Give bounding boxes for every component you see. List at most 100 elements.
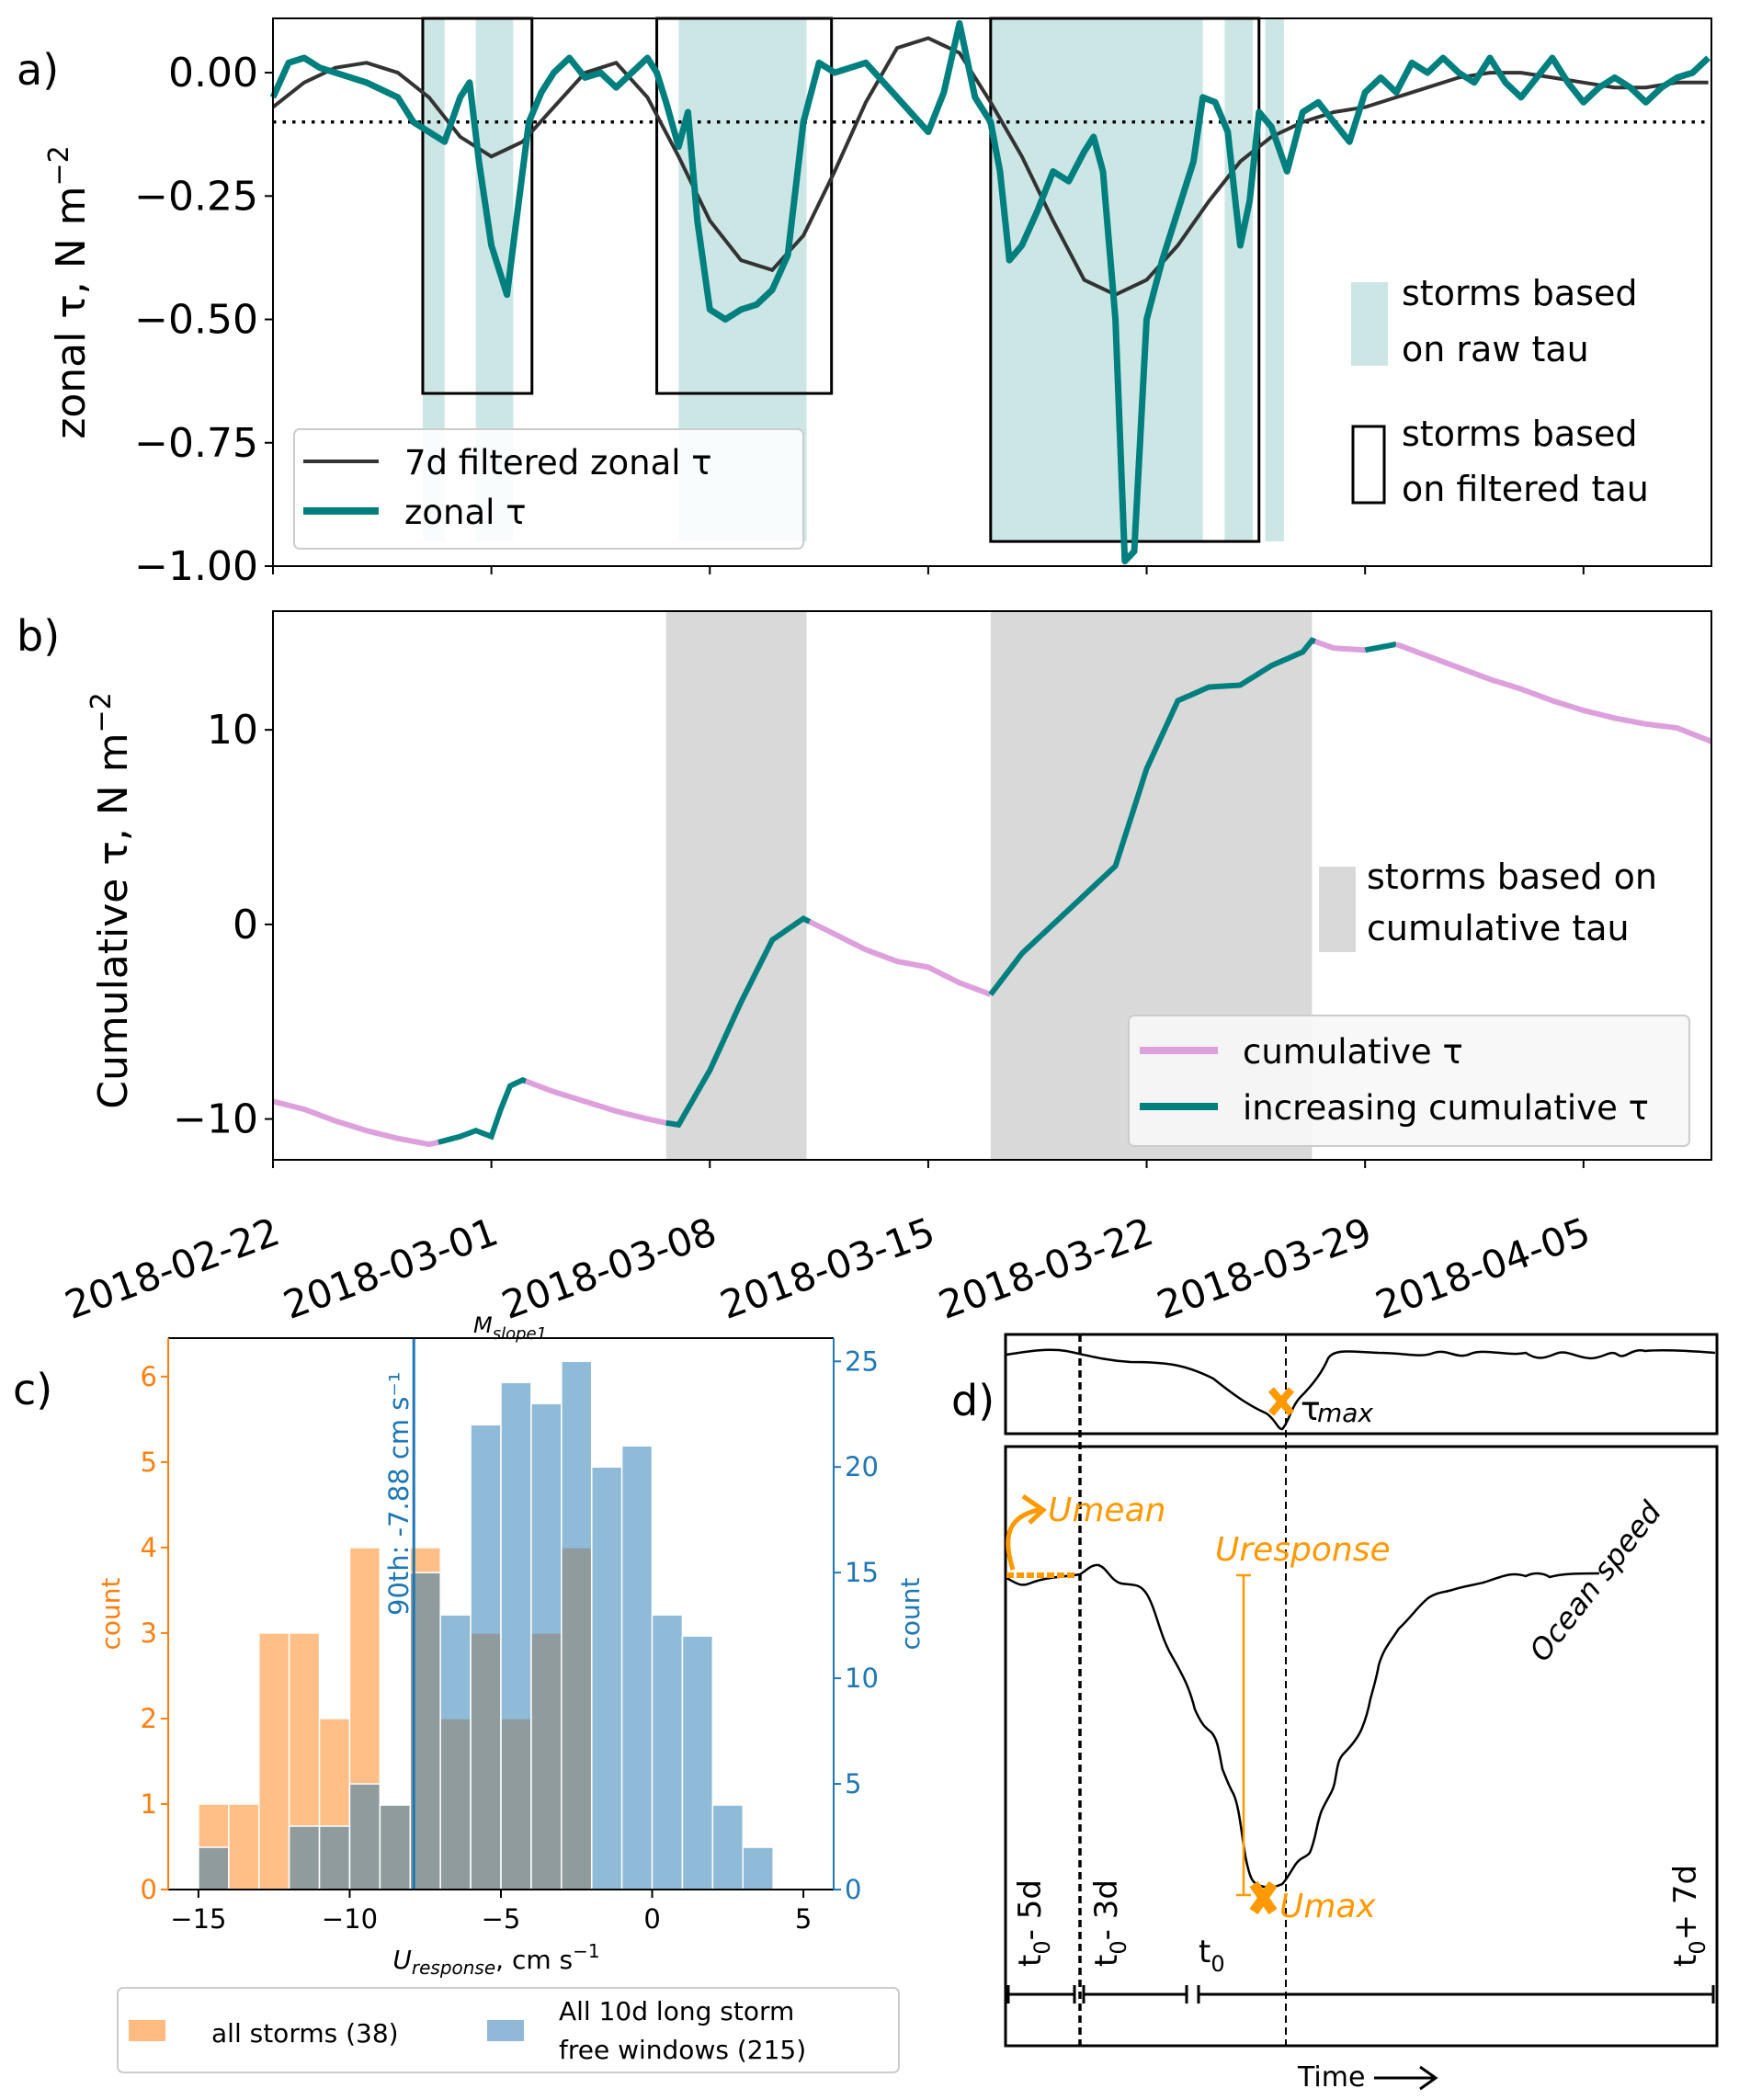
time-label-rest: + 7d [1667, 1865, 1704, 1941]
time-label: t0 [1199, 1934, 1225, 1977]
y-ticks-a: 0.00 −0.25 −0.50 −0.75 −1.00 [134, 50, 273, 590]
tau-max-sub: max [1317, 1398, 1373, 1428]
y-tick-label-right: 5 [845, 1768, 861, 1799]
y-tick-label: −0.75 [134, 420, 258, 467]
y-axis-label-a: zonal τ, N m−2 [43, 145, 95, 439]
y-tick-label-left: 0 [141, 1874, 157, 1905]
tau-max-label: τ [1301, 1391, 1321, 1428]
time-label-rest: - 3d [1088, 1879, 1125, 1940]
panel-label-c: c) [13, 1365, 52, 1414]
legend-a-lines: 7d filtered zonal τ zonal τ [293, 428, 804, 550]
cumulative-segment [1313, 639, 1366, 653]
bar-storm-free-windows [742, 1846, 774, 1890]
x-tick-label: 5 [795, 1903, 812, 1935]
legend-raw-line1: storms based [1402, 273, 1638, 313]
x-ticks-b: 2018-02-222018-03-012018-03-082018-03-15… [59, 1160, 1596, 1328]
x-tick-label: 2018-03-01 [278, 1209, 504, 1328]
y-tick-label-left: 1 [141, 1788, 157, 1820]
legend-label-zonal: zonal τ [404, 493, 527, 532]
bar-storm-free-windows [530, 1402, 563, 1890]
y-tick-label-right: 25 [845, 1345, 879, 1377]
legend-label-storms: all storms (38) [211, 2018, 399, 2049]
series-cumulative-tau [272, 637, 1713, 1148]
y-tick-label: −0.25 [134, 173, 258, 220]
ocean-speed-curve [1006, 1563, 1600, 1889]
increasing-segment [988, 637, 1316, 996]
uresponse-bar [1236, 1573, 1251, 1897]
y-tick-label-right: 20 [845, 1451, 879, 1482]
cumulative-segment [1395, 641, 1713, 744]
panel-c: c) Mslope1 90th: -7.88 cm s⁻¹ −15 −10 −5 0 5… [13, 1312, 926, 2073]
time-label-sub: 0 [1029, 1940, 1055, 1954]
time-label-sub: 0 [1210, 1951, 1224, 1977]
bar-storm-free-windows [561, 1360, 593, 1890]
time-labels: t0- 5d t0- 3d t0 t0+ 7d [1012, 1865, 1711, 1977]
legend-c: all storms (38) All 10d long storm free … [117, 1987, 900, 2073]
panel-label-d: d) [951, 1376, 995, 1425]
x-tick-label: −10 [322, 1903, 378, 1935]
y-tick-label: −0.50 [134, 297, 258, 344]
legend-raw-line2: on raw tau [1402, 329, 1589, 369]
umean-label: Umean [1048, 1492, 1165, 1529]
y-tick-label-left: 2 [141, 1703, 157, 1734]
plot-frame-a [272, 17, 1712, 567]
uresponse-label: Uresponse [1215, 1531, 1391, 1569]
y-tick-label: −10 [173, 1096, 258, 1143]
legend-cum-line1: storms based on [1367, 857, 1657, 897]
bar-all-storms [228, 1803, 260, 1890]
series-zonal-tau [269, 19, 1711, 565]
time-arrow-icon [1374, 2065, 1438, 2091]
tau-max-marker: τ max [1267, 1387, 1373, 1428]
x-tick-label: 2018-03-15 [714, 1209, 940, 1328]
time-label-rest: - 5d [1012, 1879, 1049, 1940]
legend-label-windows-2: free windows (215) [559, 2035, 806, 2065]
y-axis-label-b: Cumulative τ, N m−2 [85, 692, 137, 1109]
time-label: t0+ 7d [1667, 1865, 1711, 1967]
bar-storm-free-windows [711, 1804, 744, 1890]
increasing-segment [665, 915, 812, 1129]
time-label-sub: 0 [1106, 1940, 1131, 1954]
panel-d-schematic: d) τ max Umean Uresponse Umax Ocean spee… [951, 1333, 1719, 2094]
panel-b: b) 10 0 −10 2018-02-222018-03-012018-03-08… [17, 610, 1713, 1328]
legend-label-cumulative: cumulative τ [1243, 1032, 1463, 1072]
umax-label: Umax [1279, 1888, 1376, 1925]
panel-label-b: b) [17, 611, 60, 661]
panel-a: a) 0.00 −0.25 −0.50 −0.75 −1.00 zonal τ, N m… [17, 17, 1712, 590]
y-axis-label-left-c: count [96, 1577, 126, 1650]
legend-label-filtered: 7d filtered zonal τ [404, 443, 712, 482]
bar-storm-free-windows [379, 1804, 412, 1890]
y-tick-label-left: 5 [141, 1447, 157, 1478]
panel-label-a: a) [17, 45, 59, 95]
y-ticks-b: 10 0 −10 [173, 707, 273, 1143]
x-tick-label: 2018-03-22 [933, 1209, 1159, 1328]
ocean-speed-label: Ocean speed [1522, 1494, 1668, 1668]
y-tick-label-left: 3 [141, 1618, 157, 1649]
bar-storm-free-windows [288, 1825, 321, 1890]
increasing-segment [438, 1076, 528, 1145]
bar-storm-free-windows [651, 1614, 684, 1890]
bar-storm-free-windows [409, 1572, 441, 1890]
bar-storm-free-windows [348, 1783, 381, 1890]
x-ticks-a [272, 566, 1585, 574]
umax-marker-icon [1249, 1880, 1278, 1915]
percentile-label: 90th: -7.88 cm s⁻¹ [383, 1372, 415, 1616]
time-axis-label: Time [1297, 2061, 1365, 2094]
y-tick-label-right: 0 [845, 1874, 861, 1905]
bar-storm-free-windows [198, 1846, 230, 1890]
umean-arrow-icon [1006, 1493, 1047, 1571]
y-tick-label-left: 4 [141, 1532, 157, 1563]
x-tick-label: 2018-02-22 [59, 1209, 285, 1328]
bar-all-storms [257, 1632, 290, 1890]
x-tick-label: −5 [482, 1903, 521, 1935]
y-tick-label-left: 6 [141, 1361, 157, 1392]
bar-storm-free-windows [590, 1466, 623, 1890]
time-span-bars [1006, 1985, 1715, 2004]
raw-storm-span [422, 18, 445, 542]
y-axis-label-right-c: count [895, 1577, 926, 1650]
speed-box [1004, 1445, 1719, 2048]
raw-storm-span [1224, 18, 1253, 542]
x-tick-label: 2018-04-05 [1370, 1209, 1596, 1328]
y-tick-label: 10 [207, 707, 258, 754]
legend-swatch-storms [129, 2020, 165, 2041]
